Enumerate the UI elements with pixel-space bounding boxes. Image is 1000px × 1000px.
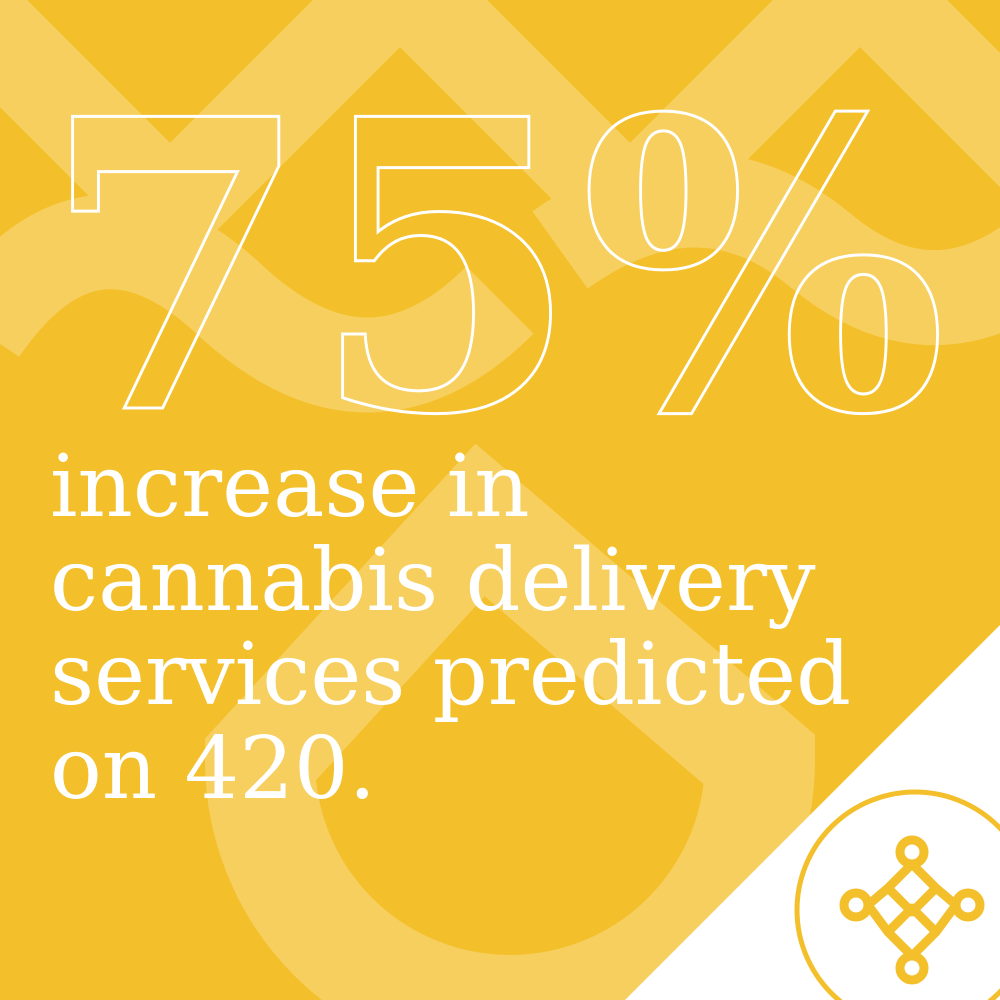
caption-line-1: increase in: [50, 437, 530, 537]
caption-line-3: services predicted: [50, 625, 852, 725]
logo-ring: [794, 789, 1000, 1000]
stat-caption: increase in cannabis delivery services p…: [50, 440, 910, 816]
caption-line-4: on 420.: [50, 719, 376, 819]
knot-logo-icon: [839, 835, 985, 985]
corner-triangle: [625, 625, 1000, 1000]
caption-line-2: cannabis delivery: [50, 531, 816, 631]
stat-value: 75%: [42, 33, 947, 440]
stat-value-graphic: 75%: [41, 32, 949, 441]
